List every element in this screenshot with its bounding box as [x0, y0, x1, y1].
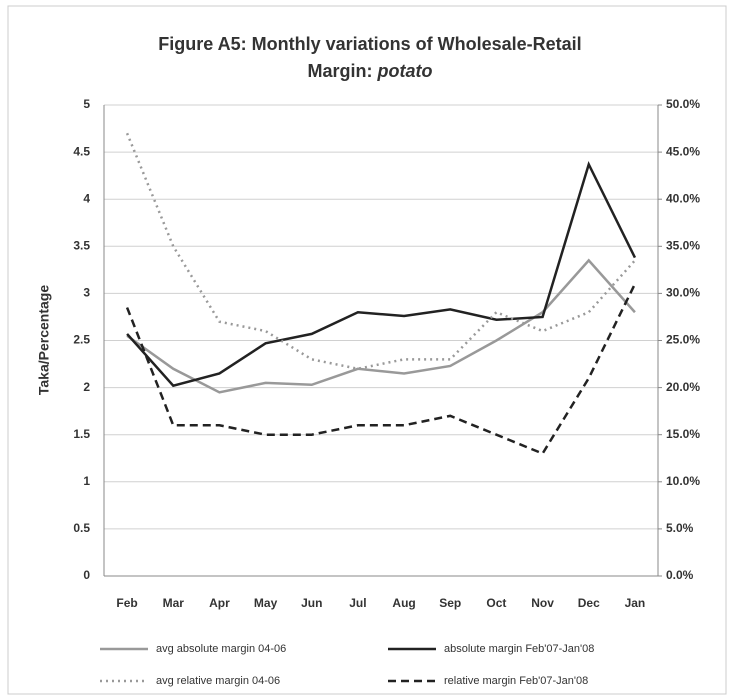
chart-title-emphasis: potato: [377, 61, 433, 81]
y2-tick-label: 50.0%: [666, 97, 700, 111]
y-tick-label: 0: [83, 568, 90, 582]
chart-title: Margin:: [308, 61, 373, 81]
x-tick-label: Nov: [531, 596, 554, 610]
x-tick-label: May: [254, 596, 278, 610]
legend-label: relative margin Feb'07-Jan'08: [444, 675, 588, 687]
y-tick-label: 0.5: [73, 521, 90, 535]
y2-tick-label: 20.0%: [666, 380, 700, 394]
y-tick-label: 3.5: [73, 238, 90, 252]
series-line: [125, 283, 637, 456]
chart-title: Margin: potato: [308, 61, 433, 81]
series-line: [125, 132, 636, 371]
series-line: [126, 160, 637, 388]
series-line: [126, 258, 636, 394]
x-tick-label: Jan: [625, 596, 646, 610]
y2-tick-label: 15.0%: [666, 427, 700, 441]
legend-label: avg absolute margin 04-06: [156, 643, 286, 655]
y2-tick-label: 30.0%: [666, 286, 700, 300]
chart-title: Figure A5: Monthly variations of Wholesa…: [158, 34, 581, 54]
y2-tick-label: 45.0%: [666, 144, 700, 158]
y2-tick-label: 10.0%: [666, 474, 700, 488]
y-axis-label: Taka/Percentage: [36, 285, 52, 395]
y-tick-label: 2.5: [73, 333, 90, 347]
x-tick-label: Oct: [486, 596, 506, 610]
y-tick-label: 1.5: [73, 427, 90, 441]
y-tick-label: 2: [83, 380, 90, 394]
x-tick-label: Aug: [392, 596, 415, 610]
x-tick-label: Dec: [578, 596, 600, 610]
y-tick-label: 1: [83, 474, 90, 488]
x-tick-label: Feb: [116, 596, 137, 610]
y2-tick-label: 35.0%: [666, 238, 700, 252]
y2-tick-label: 40.0%: [666, 191, 700, 205]
y-tick-label: 4.5: [73, 144, 90, 158]
x-tick-label: Jun: [301, 596, 322, 610]
y2-tick-label: 0.0%: [666, 568, 694, 582]
y2-tick-label: 5.0%: [666, 521, 694, 535]
y-tick-label: 5: [83, 97, 90, 111]
x-tick-label: Jul: [349, 596, 366, 610]
x-tick-label: Sep: [439, 596, 461, 610]
y2-tick-label: 25.0%: [666, 333, 700, 347]
x-tick-label: Mar: [163, 596, 185, 610]
y-tick-label: 4: [83, 191, 90, 205]
frame: [7, 5, 727, 695]
legend-label: avg relative margin 04-06: [156, 675, 280, 687]
x-tick-label: Apr: [209, 596, 230, 610]
legend-label: absolute margin Feb'07-Jan'08: [444, 643, 594, 655]
y-tick-label: 3: [83, 286, 90, 300]
